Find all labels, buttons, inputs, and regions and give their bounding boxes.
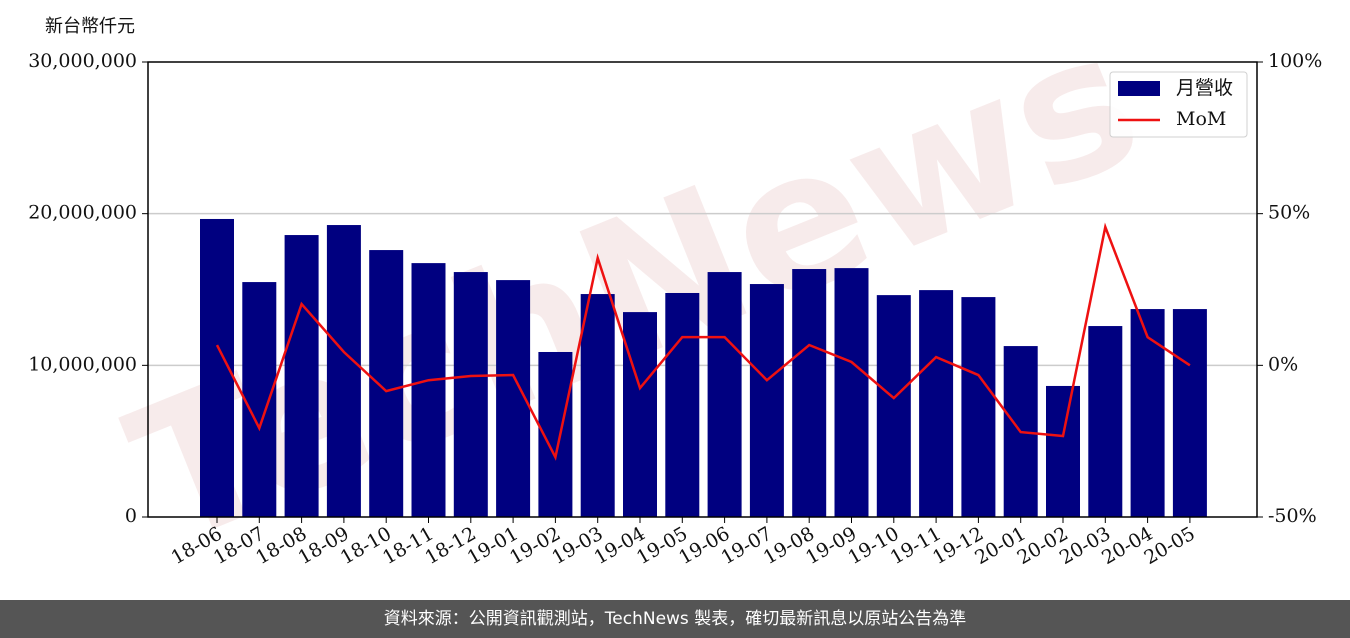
bar (1088, 326, 1123, 517)
bar (1130, 309, 1165, 517)
y-tick-label: 20,000,000 (28, 202, 137, 224)
plot-frame (147, 61, 1258, 518)
y-tick-label: 30,000,000 (28, 50, 137, 72)
bar (326, 225, 361, 517)
bar (749, 284, 784, 517)
y-axis-label: 新台幣仟元 (45, 16, 135, 37)
bar (1046, 385, 1080, 517)
bar (411, 263, 446, 517)
y2-tick-label: 100% (1268, 50, 1322, 72)
footer: 資料來源：公開資訊觀測站，TechNews 製表，確切最新訊息以原站公告為準 (0, 600, 1350, 638)
bar (834, 268, 869, 517)
bar (580, 294, 615, 517)
bar (284, 235, 319, 517)
chart: TechNews 新台幣仟元 010,000,00020,000,00030,0… (28, 0, 1322, 588)
bar (961, 297, 996, 517)
bar (623, 312, 657, 517)
bar (1172, 309, 1207, 517)
y-tick-label: 0 (125, 505, 137, 527)
bar (876, 295, 911, 517)
bar (369, 250, 404, 518)
bar (792, 269, 827, 517)
y2-tick-label: -50% (1268, 505, 1317, 527)
mom-line (215, 222, 1191, 461)
bar (242, 282, 277, 517)
legend-label: 月營收 (1176, 77, 1233, 99)
y-tick-label: 10,000,000 (28, 353, 137, 375)
bar (707, 272, 742, 517)
legend-label: MoM (1176, 108, 1226, 130)
y2-tick-label: 50% (1268, 202, 1310, 224)
legend-swatch (1118, 81, 1160, 96)
bar (665, 292, 700, 517)
y2-tick-label: 0% (1268, 353, 1298, 375)
bar (453, 272, 488, 517)
bar (919, 290, 954, 517)
